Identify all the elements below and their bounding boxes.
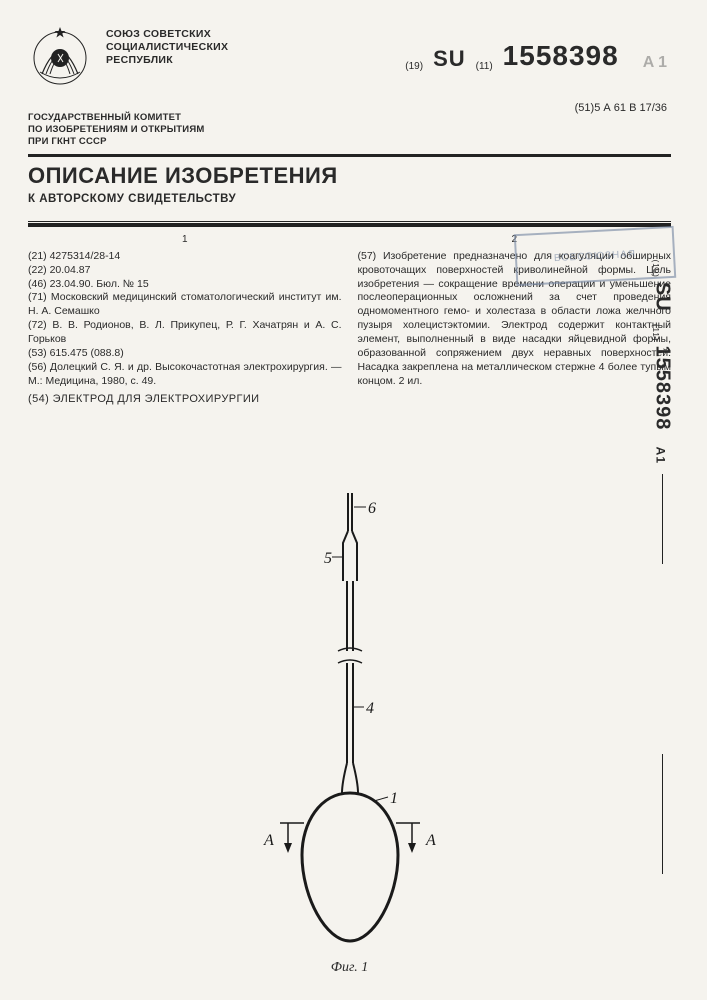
- side-c11: (11): [651, 324, 660, 342]
- country-code: SU: [433, 46, 466, 72]
- fig-label-1: 1: [390, 790, 398, 807]
- bib-22: (22) 20.04.87: [28, 264, 342, 278]
- ipc-classification: (51)5 А 61 В 17/36: [575, 102, 667, 114]
- bib-21: (21) 4275314/28-14: [28, 250, 342, 264]
- ipc-prefix: (51)5: [575, 102, 601, 114]
- code-19: (19): [405, 61, 423, 72]
- committee-l3: ПРИ ГКНТ СССР: [28, 136, 671, 148]
- side-rule-bottom: [662, 754, 664, 874]
- bib-71: (71) Московский медицинский стоматологич…: [28, 291, 342, 319]
- fig-label-6: 6: [368, 500, 376, 517]
- issuer-line2: СОЦИАЛИСТИЧЕСКИХ: [106, 41, 228, 54]
- column-left: 1 (21) 4275314/28-14 (22) 20.04.87 (46) …: [28, 233, 342, 407]
- fig-label-5: 5: [324, 550, 332, 567]
- figure-caption: Фиг. 1: [250, 960, 450, 976]
- side-number: 1558398: [651, 346, 673, 431]
- fig-label-A-right: A: [425, 832, 436, 849]
- publication-code: (19) SU (11) 1558398 A 1: [405, 40, 667, 72]
- figure-1: 6 5 4 1 A A Фиг. 1: [250, 493, 450, 976]
- publication-number: 1558398: [503, 40, 619, 72]
- bib-72: (72) В. В. Родионов, В. Л. Прикупец, Р. …: [28, 319, 342, 347]
- description-subtitle: К АВТОРСКОМУ СВИДЕТЕЛЬСТВУ: [28, 193, 671, 205]
- issuer: СОЮЗ СОВЕТСКИХ СОЦИАЛИСТИЧЕСКИХ РЕСПУБЛИ…: [106, 24, 228, 88]
- divider-top: [28, 154, 671, 157]
- fig-label-A-left: A: [263, 832, 274, 849]
- bib-54-title: (54) ЭЛЕКТРОД ДЛЯ ЭЛЕКТРОХИРУРГИИ: [28, 392, 342, 407]
- kind-code: A 1: [643, 54, 667, 72]
- committee-l2: ПО ИЗОБРЕТЕНИЯМ И ОТКРЫТИЯМ: [28, 124, 671, 136]
- page: СОЮЗ СОВЕТСКИХ СОЦИАЛИСТИЧЕСКИХ РЕСПУБЛИ…: [28, 24, 671, 980]
- side-kind: A1: [653, 447, 667, 464]
- side-publication-code: (19) SU (11) 1558398 A1: [650, 260, 673, 464]
- divider-double: [28, 221, 671, 227]
- electrode-diagram-icon: 6 5 4 1 A A: [250, 493, 450, 953]
- issuer-line3: РЕСПУБЛИК: [106, 54, 228, 67]
- code-11: (11): [476, 61, 493, 72]
- issuer-line1: СОЮЗ СОВЕТСКИХ: [106, 28, 228, 41]
- bib-46: (46) 23.04.90. Бюл. № 15: [28, 278, 342, 292]
- bib-53: (53) 615.475 (088.8): [28, 347, 342, 361]
- description-title: ОПИСАНИЕ ИЗОБРЕТЕНИЯ: [28, 163, 671, 189]
- bib-56: (56) Долецкий С. Я. и др. Высокочастотна…: [28, 361, 342, 389]
- state-emblem-icon: [28, 24, 92, 88]
- committee-block: ГОСУДАРСТВЕННЫЙ КОМИТЕТ ПО ИЗОБРЕТЕНИЯМ …: [28, 112, 671, 148]
- side-su: SU: [651, 282, 673, 312]
- ipc-code: А 61 В 17/36: [603, 102, 667, 114]
- col-num-1: 1: [28, 233, 342, 246]
- stamp-text: ВСЕСОЮЗНАЯ: [554, 248, 637, 263]
- fig-label-4: 4: [366, 700, 374, 717]
- side-c19: (19): [651, 260, 660, 278]
- side-rule-top: [662, 474, 664, 564]
